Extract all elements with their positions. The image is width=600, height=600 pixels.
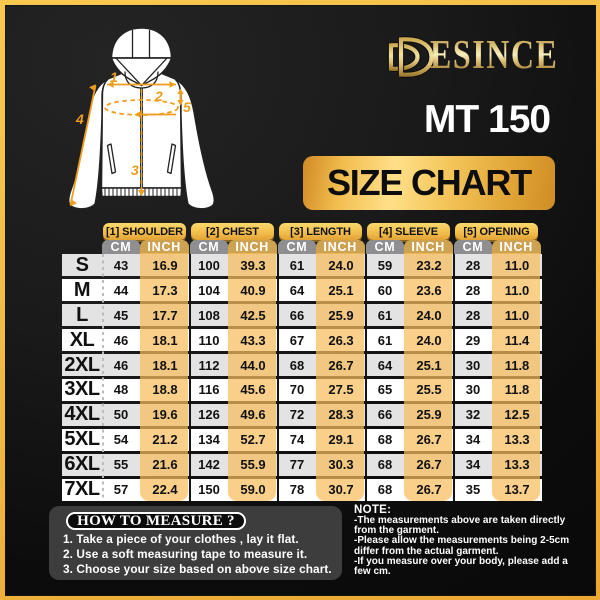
svg-text:5: 5 bbox=[183, 99, 191, 115]
svg-text:4: 4 bbox=[75, 111, 84, 127]
svg-text:3: 3 bbox=[131, 162, 139, 178]
svg-text:2: 2 bbox=[154, 88, 163, 104]
svg-text:1: 1 bbox=[110, 69, 118, 85]
